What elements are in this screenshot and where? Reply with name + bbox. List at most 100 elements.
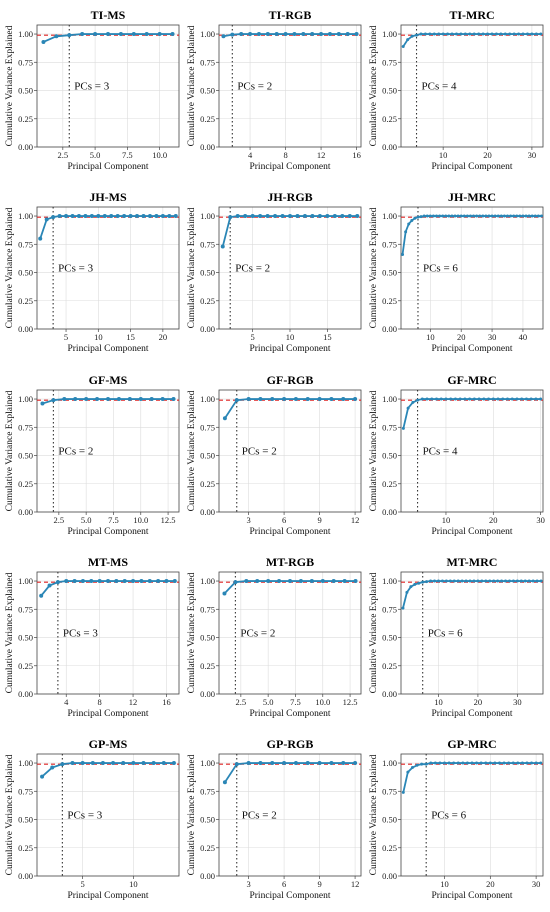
y-tick-label: 1.00 xyxy=(18,29,33,39)
x-axis-label: Principal Component xyxy=(67,162,148,172)
y-tick-label: 0.75 xyxy=(200,239,215,249)
data-point xyxy=(459,214,463,218)
data-point xyxy=(410,34,414,38)
axes-frame xyxy=(400,571,544,695)
y-tick-label: 1.00 xyxy=(18,394,33,404)
data-point xyxy=(222,780,227,785)
chart-title: GF-MRC xyxy=(447,373,496,387)
data-point xyxy=(345,32,350,37)
data-point xyxy=(347,214,352,219)
data-point xyxy=(138,397,143,402)
data-point xyxy=(151,761,156,766)
data-point xyxy=(490,32,494,36)
data-point xyxy=(115,214,120,219)
data-point xyxy=(468,32,472,36)
data-point xyxy=(167,214,172,219)
data-point xyxy=(456,579,460,583)
y-tick-label: 1.00 xyxy=(18,211,33,221)
series-line xyxy=(39,215,176,239)
axes-frame xyxy=(36,571,180,695)
pcs-annotation: PCs = 6 xyxy=(428,628,463,640)
data-point xyxy=(459,32,463,36)
y-tick-label: 0.50 xyxy=(382,86,397,96)
data-point xyxy=(149,397,154,402)
data-point xyxy=(100,761,105,766)
y-tick-label: 0.75 xyxy=(382,422,397,432)
data-point xyxy=(256,32,261,37)
data-point xyxy=(405,590,409,594)
data-point xyxy=(539,579,543,583)
data-point xyxy=(336,32,341,37)
y-tick-label: 0.00 xyxy=(200,507,215,517)
chart-title: JH-MS xyxy=(89,190,127,204)
data-point xyxy=(536,214,540,218)
data-point xyxy=(482,397,486,401)
y-tick-label: 0.25 xyxy=(18,661,33,671)
axes-frame xyxy=(218,24,362,148)
data-point xyxy=(521,214,525,218)
y-tick-label: 0.25 xyxy=(382,661,397,671)
data-point xyxy=(478,214,482,218)
data-point xyxy=(525,32,529,36)
y-axis-label: Cumulative Variance Explained xyxy=(187,572,197,693)
x-tick-label: 7.5 xyxy=(290,697,301,707)
y-tick-label: 0.50 xyxy=(18,268,33,278)
data-point xyxy=(320,579,325,584)
data-point xyxy=(440,579,444,583)
data-point xyxy=(89,214,94,219)
data-point xyxy=(487,214,491,218)
data-point xyxy=(477,32,481,36)
data-point xyxy=(118,32,123,37)
y-tick-label: 0.75 xyxy=(18,604,33,614)
subplot-mt-ms: MT-MS 0.00 0.25 0.50 0.75 1.00 4 8 12 16 Principal… xyxy=(5,555,180,719)
x-tick-label: 20 xyxy=(489,515,498,525)
data-point xyxy=(282,761,287,766)
y-axis-label: Cumulative Variance Explained xyxy=(369,25,379,146)
subplot-mt-mrc: MT-MRC 0.00 0.25 0.50 0.75 1.00 10 20 30Principa… xyxy=(369,555,544,719)
y-axis-label: Cumulative Variance Explained xyxy=(5,390,15,511)
y-tick-label: 0.50 xyxy=(200,451,215,461)
data-point xyxy=(258,397,263,402)
y-tick-label: 0.75 xyxy=(200,57,215,67)
data-point xyxy=(406,770,410,774)
data-point xyxy=(506,214,509,218)
x-axis-label: Principal Component xyxy=(431,891,512,901)
data-point xyxy=(116,397,121,402)
data-point xyxy=(433,761,437,765)
data-point xyxy=(172,579,177,584)
data-point xyxy=(517,32,521,36)
y-tick-label: 0.00 xyxy=(200,324,215,334)
y-axis-label: Cumulative Variance Explained xyxy=(5,754,15,875)
data-point xyxy=(506,397,509,401)
data-point xyxy=(486,32,490,36)
data-point xyxy=(89,579,94,584)
data-point xyxy=(83,214,88,219)
data-point xyxy=(529,397,533,401)
data-point xyxy=(144,32,149,37)
data-point xyxy=(157,32,162,37)
x-tick-label: 16 xyxy=(162,697,171,707)
data-point xyxy=(450,214,454,218)
subplot-mt-rgb: MT-RGB 0.00 0.25 0.50 0.75 1.00 2.5 5.0 7.5 10.0 1… xyxy=(187,555,362,719)
x-tick-label: 40 xyxy=(519,332,528,342)
data-point xyxy=(520,397,524,401)
data-point xyxy=(530,32,534,36)
data-point xyxy=(470,761,474,765)
data-point xyxy=(533,214,537,218)
data-point xyxy=(401,44,405,48)
pcs-annotation: PCs = 4 xyxy=(422,81,457,93)
subplot-jh-rgb: JH-RGB 0.00 0.25 0.50 0.75 1.00 5 10 15 Principal… xyxy=(187,190,362,354)
data-point xyxy=(444,397,448,401)
data-point xyxy=(511,579,515,583)
data-point xyxy=(106,397,110,402)
data-point xyxy=(246,397,251,402)
data-point xyxy=(519,579,523,583)
data-point xyxy=(164,579,169,584)
chart-title: MT-MRC xyxy=(447,555,498,569)
data-point xyxy=(122,214,127,219)
data-point xyxy=(288,579,292,584)
x-tick-label: 7.5 xyxy=(108,515,119,525)
y-tick-label: 1.00 xyxy=(382,211,397,221)
y-tick-label: 0.75 xyxy=(200,604,215,614)
data-point xyxy=(80,32,85,37)
